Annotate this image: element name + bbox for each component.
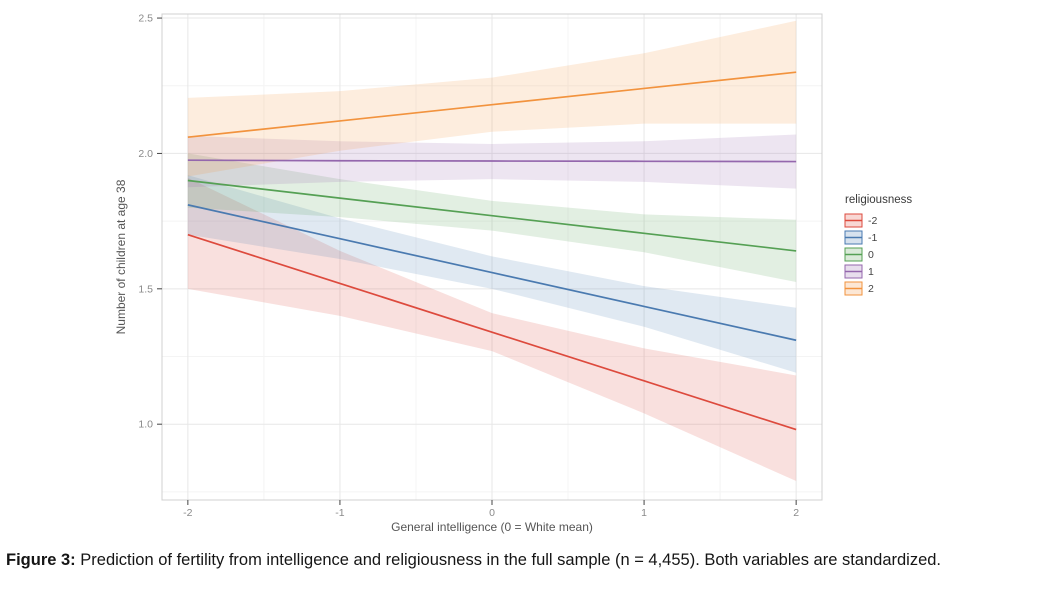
regression-line-series-2: [187, 71, 797, 139]
legend-entry-label-0: 0: [868, 249, 874, 261]
fertility-chart: 1.0 1.5 2.0 2.5 -2 -1 0 1 2 General intelligence …: [114, 13, 912, 534]
figure-caption-label: Figure 3:: [6, 551, 76, 569]
chart-svg: 1.0 1.5 2.0 2.5 -2 -1 0 1 2 General intelligence …: [114, 13, 912, 534]
legend-entry-label-1: 1: [868, 266, 874, 278]
legend-entry-label--1: -1: [868, 232, 877, 244]
regression-line-series--2: [187, 233, 797, 431]
regression-line-series-0: [187, 179, 797, 252]
regression-line-series--1: [187, 204, 797, 342]
confidence-band-series-2: [187, 20, 797, 177]
legend-entry-label--2: -2: [868, 215, 877, 227]
x-tick-label: 1: [641, 507, 647, 519]
x-tick-label: 0: [489, 507, 495, 519]
figure-caption: Figure 3: Prediction of fertility from i…: [6, 548, 1047, 573]
y-tick-label: 1.0: [138, 419, 153, 431]
y-tick-label: 1.5: [138, 283, 153, 295]
y-tick-label: 2.5: [138, 13, 153, 25]
confidence-band-series--1: [187, 175, 797, 373]
y-axis-title: Number of children at age 38: [114, 179, 128, 334]
x-tick-label: -2: [183, 507, 192, 519]
regression-line-series-1: [187, 159, 797, 163]
x-tick-label: 2: [793, 507, 799, 519]
confidence-band-series-0: [187, 153, 797, 283]
x-tick-label: -1: [335, 507, 344, 519]
legend-title: religiousness: [845, 194, 912, 206]
legend-entry-label-2: 2: [868, 283, 874, 295]
figure-caption-text: Prediction of fertility from intelligenc…: [75, 551, 942, 569]
confidence-band-series--2: [187, 177, 797, 482]
x-axis-title: General intelligence (0 = White mean): [391, 520, 593, 534]
y-tick-label: 2.0: [138, 148, 153, 160]
